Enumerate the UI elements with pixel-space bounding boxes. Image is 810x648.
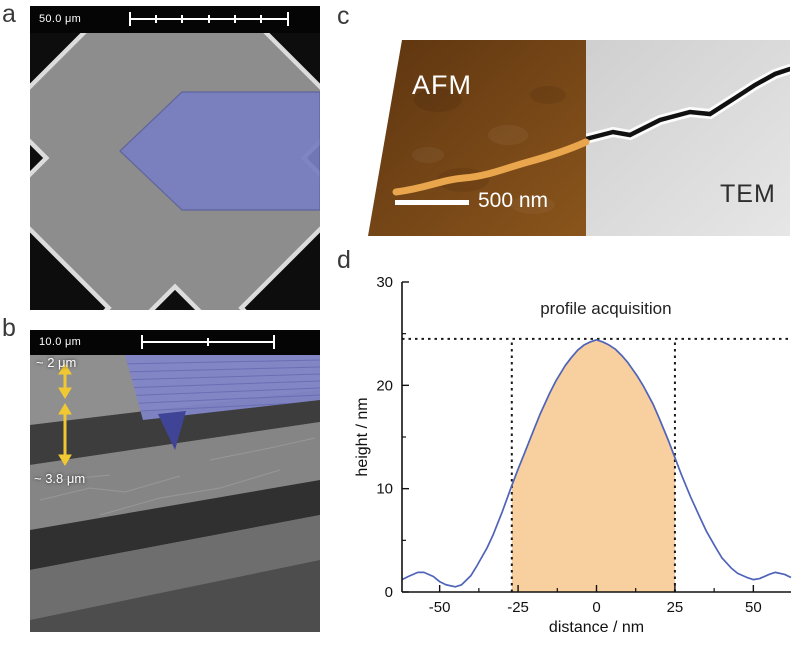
svg-text:30: 30 — [376, 274, 393, 291]
afm-tem-graphic — [368, 40, 790, 236]
panel-b-label: b — [2, 314, 16, 342]
afm-tip-overlay — [158, 411, 186, 450]
panel-d-label: d — [337, 246, 351, 274]
afm-nanowire — [392, 138, 590, 196]
svg-text:0: 0 — [592, 599, 600, 616]
panel-b-scalebar-label: 10.0 μm — [39, 336, 82, 348]
scale-ruler-b — [141, 335, 275, 349]
panel-b-sem-image: 10.0 μm ~ 2 μm ~ 3.8 μm — [30, 330, 320, 632]
panel-a-scalebar-label: 50.0 μm — [39, 13, 82, 25]
panel-c-scalebar — [395, 200, 469, 205]
svg-text:distance / nm: distance / nm — [549, 619, 644, 636]
sem-grid-graphic — [30, 6, 320, 310]
cantilever-overlay — [119, 91, 320, 211]
svg-text:25: 25 — [667, 599, 684, 616]
svg-text:0: 0 — [385, 584, 393, 601]
panel-c-scalebar-label: 500 nm — [478, 189, 549, 212]
panel-a-label: a — [2, 0, 16, 28]
svg-text:-25: -25 — [507, 599, 529, 616]
height-profile-chart: -50 -25 0 25 50 0 10 20 30 distance / nm height / … — [354, 274, 792, 636]
svg-text:10: 10 — [376, 481, 393, 498]
svg-text:profile acquisition: profile acquisition — [540, 299, 671, 318]
svg-text:50: 50 — [745, 599, 762, 616]
sem-sideview-graphic — [30, 330, 320, 632]
svg-text:-50: -50 — [429, 599, 451, 616]
panel-c-label: c — [337, 2, 350, 30]
tem-nanowire — [579, 66, 790, 143]
scale-ruler — [129, 12, 289, 26]
panel-a-sem-image: 50.0 μm — [30, 6, 320, 310]
measurement-arrows — [58, 363, 72, 466]
panel-b-annotation-3-8um: ~ 3.8 μm — [34, 471, 86, 486]
panel-c-afm-tem-image: AFM TEM 500 nm — [368, 40, 790, 236]
svg-text:height / nm: height / nm — [354, 397, 371, 476]
svg-text:20: 20 — [376, 377, 393, 394]
cantilever-side-overlay — [125, 355, 320, 420]
afm-label: AFM — [412, 70, 472, 100]
panel-d-chart: -50 -25 0 25 50 0 10 20 30 distance / nm height / … — [352, 258, 807, 644]
tem-label: TEM — [720, 180, 776, 208]
panel-b-annotation-2um: ~ 2 μm — [36, 355, 77, 370]
